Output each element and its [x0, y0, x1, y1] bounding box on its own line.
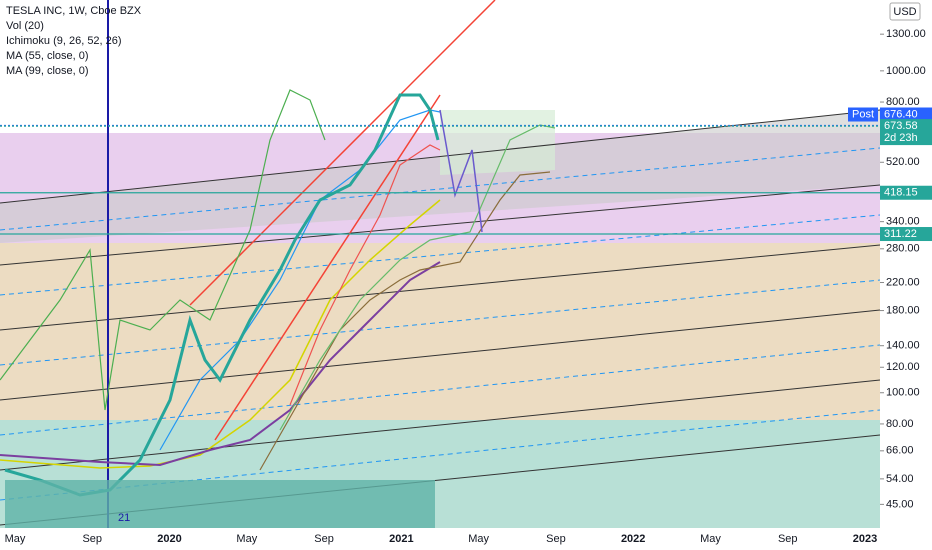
y-tick-label: 280.00 — [886, 243, 920, 255]
legend-entry: MA (55, close, 0) — [6, 50, 89, 62]
zones — [0, 110, 880, 528]
legend-entry: Vol (20) — [6, 20, 44, 32]
y-tick-label: 45.00 — [886, 498, 914, 510]
y-tick-label: 220.00 — [886, 276, 920, 288]
price-tag — [880, 185, 932, 200]
currency: USD — [893, 6, 916, 18]
y-tick-label: 66.00 — [886, 445, 914, 457]
price-tag — [880, 119, 932, 146]
x-tick-label: May — [5, 533, 26, 545]
x-tick-label: 2022 — [621, 533, 645, 545]
y-tick-label: 340.00 — [886, 216, 920, 228]
tag-label: Post — [852, 108, 874, 120]
price-tag — [880, 227, 932, 242]
price-axis — [880, 0, 932, 550]
tag-label: 2d 23h — [884, 132, 918, 144]
marker-label: 21 — [118, 512, 130, 524]
y-tick-label: 80.00 — [886, 418, 914, 430]
y-tick-label: 1300.00 — [886, 28, 926, 40]
x-tick-label: 2023 — [853, 533, 877, 545]
price-tag-label: 673.58 — [884, 120, 918, 132]
tag-box — [848, 107, 878, 122]
y-tick-label: 520.00 — [886, 156, 920, 168]
x-tick-label: May — [468, 533, 489, 545]
y-tick-label: 100.00 — [886, 387, 920, 399]
indicators — [0, 89, 556, 471]
x-tick-label: May — [700, 533, 721, 545]
y-tick-label: 54.00 — [886, 473, 914, 485]
x-tick-label: Sep — [546, 533, 566, 545]
x-tick-label: May — [236, 533, 257, 545]
currency-box — [889, 2, 921, 21]
x-tick-label: 2021 — [389, 533, 413, 545]
legend: TESLA INC, 1W, Cboe BZX Vol (20) Ichimoku … — [6, 4, 141, 79]
y-tick-label: 1000.00 — [886, 65, 926, 77]
y-tick-label: 800.00 — [886, 96, 920, 108]
price-tag-label: 676.40 — [884, 108, 918, 120]
y-tick-label: 120.00 — [886, 361, 920, 373]
y-tick-label: 140.00 — [886, 340, 920, 352]
x-tick-label: 2020 — [157, 533, 181, 545]
price-tag-label: 418.15 — [884, 187, 918, 199]
legend-entry: MA (99, close, 0) — [6, 65, 89, 77]
volume — [5, 480, 435, 528]
x-tick-label: Sep — [314, 533, 334, 545]
x-tick-label: Sep — [82, 533, 102, 545]
price-tag-label: 311.22 — [884, 228, 917, 240]
x-tick-label: Sep — [778, 533, 798, 545]
price-tag — [880, 107, 932, 122]
legend-entry: TESLA INC, 1W, Cboe BZX — [6, 5, 142, 17]
trend-lines — [0, 0, 881, 528]
y-tick-label: 180.00 — [886, 304, 920, 316]
legend-entry: Ichimoku (9, 26, 52, 26) — [6, 35, 122, 47]
time-axis — [0, 528, 932, 550]
